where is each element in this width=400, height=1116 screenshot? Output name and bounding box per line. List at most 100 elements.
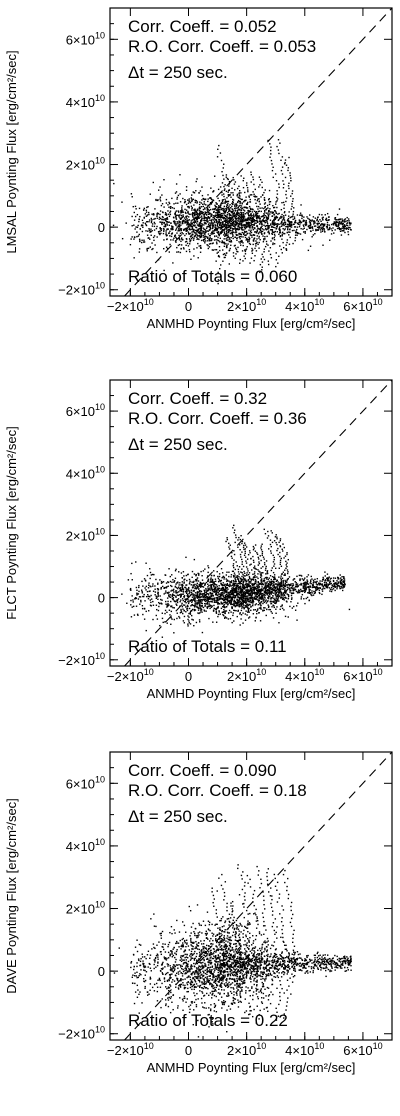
scatter-point <box>269 586 271 589</box>
scatter-point <box>240 587 242 590</box>
scatter-point <box>214 208 216 210</box>
scatter-point <box>343 581 345 583</box>
scatter-point <box>231 229 233 232</box>
scatter-point <box>182 233 184 235</box>
scatter-point <box>189 594 192 596</box>
scatter-point <box>254 227 256 229</box>
scatter-point <box>213 598 215 600</box>
scatter-point <box>232 199 235 201</box>
scatter-point <box>149 238 151 240</box>
scatter-point <box>208 596 211 598</box>
scatter-point <box>326 573 329 575</box>
scatter-point <box>137 235 140 237</box>
scatter-point <box>233 589 236 591</box>
scatter-point <box>336 586 339 588</box>
scatter-point <box>193 192 196 194</box>
scatter-point <box>328 227 331 229</box>
scatter-point <box>177 211 180 213</box>
scatter-point <box>204 598 206 600</box>
scatter-point <box>195 190 197 192</box>
scatter-point <box>191 228 193 231</box>
scatter-point <box>154 217 156 220</box>
scatter-point <box>253 592 255 594</box>
scatter-point <box>243 223 245 226</box>
scatter-point <box>283 229 286 231</box>
scatter-point <box>237 251 239 253</box>
scatter-point <box>340 587 343 589</box>
scatter-point <box>209 229 211 231</box>
scatter-point <box>249 226 251 228</box>
scatter-point <box>245 219 248 222</box>
scatter-point <box>208 601 211 603</box>
scatter-point <box>132 205 134 208</box>
scatter-point <box>138 238 141 241</box>
scatter-point <box>207 580 209 582</box>
scatter-point <box>272 223 274 226</box>
scatter-point <box>244 219 247 222</box>
scatter-point <box>177 225 179 227</box>
scatter-point <box>208 235 211 237</box>
scatter-point <box>207 571 209 574</box>
scatter-point <box>265 576 267 579</box>
scatter-point <box>155 199 157 202</box>
scatter-point <box>289 605 291 608</box>
scatter-point <box>258 210 261 212</box>
scatter-point <box>288 223 290 226</box>
scatter-point <box>231 217 234 219</box>
scatter-point <box>302 582 304 585</box>
scatter-point <box>187 211 189 214</box>
scatter-point <box>207 592 209 595</box>
scatter-point <box>232 200 234 203</box>
scatter-point <box>244 595 247 598</box>
scatter-point <box>254 591 256 594</box>
scatter-point <box>218 590 220 593</box>
scatter-point <box>181 222 183 225</box>
scatter-point <box>176 600 179 602</box>
scatter-point <box>191 222 193 224</box>
scatter-point <box>275 583 277 585</box>
scatter-point <box>190 584 192 586</box>
scatter-point <box>234 223 237 226</box>
scatter-point <box>319 580 321 582</box>
scatter-point <box>196 213 198 216</box>
scatter-point <box>205 211 207 214</box>
scatter-point <box>281 584 283 586</box>
scatter-point <box>180 608 182 611</box>
scatter-point <box>247 584 249 586</box>
scatter-point <box>207 567 210 569</box>
scatter-point <box>237 604 239 607</box>
scatter-point <box>224 254 227 256</box>
scatter-point <box>259 203 261 205</box>
scatter-point <box>200 605 202 607</box>
scatter-point <box>216 224 219 226</box>
scatter-point <box>263 197 266 199</box>
scatter-point <box>238 573 240 575</box>
scatter-point <box>228 571 230 573</box>
scatter-point <box>242 242 244 244</box>
scatter-point <box>138 207 141 210</box>
scatter-point <box>287 228 289 230</box>
scatter-point <box>193 230 195 232</box>
scatter-point <box>254 597 256 600</box>
scatter-point <box>253 193 255 196</box>
scatter-point <box>159 198 161 200</box>
scatter-point <box>176 226 178 228</box>
scatter-point <box>181 585 183 587</box>
scatter-point <box>141 230 144 233</box>
scatter-point <box>210 577 212 579</box>
scatter-point <box>273 600 275 603</box>
scatter-point <box>187 220 189 222</box>
scatter-point <box>164 211 167 214</box>
scatter-point <box>248 580 250 583</box>
scatter-point <box>233 215 235 218</box>
scatter-point <box>188 243 191 245</box>
scatter-point <box>164 218 166 220</box>
scatter-point <box>174 192 177 194</box>
scatter-point <box>275 608 277 610</box>
scatter-point <box>250 582 252 584</box>
scatter-point <box>276 585 278 588</box>
scatter-point <box>222 575 225 578</box>
scatter-point <box>186 598 188 600</box>
scatter-point <box>276 606 278 608</box>
scatter-point <box>211 201 214 203</box>
